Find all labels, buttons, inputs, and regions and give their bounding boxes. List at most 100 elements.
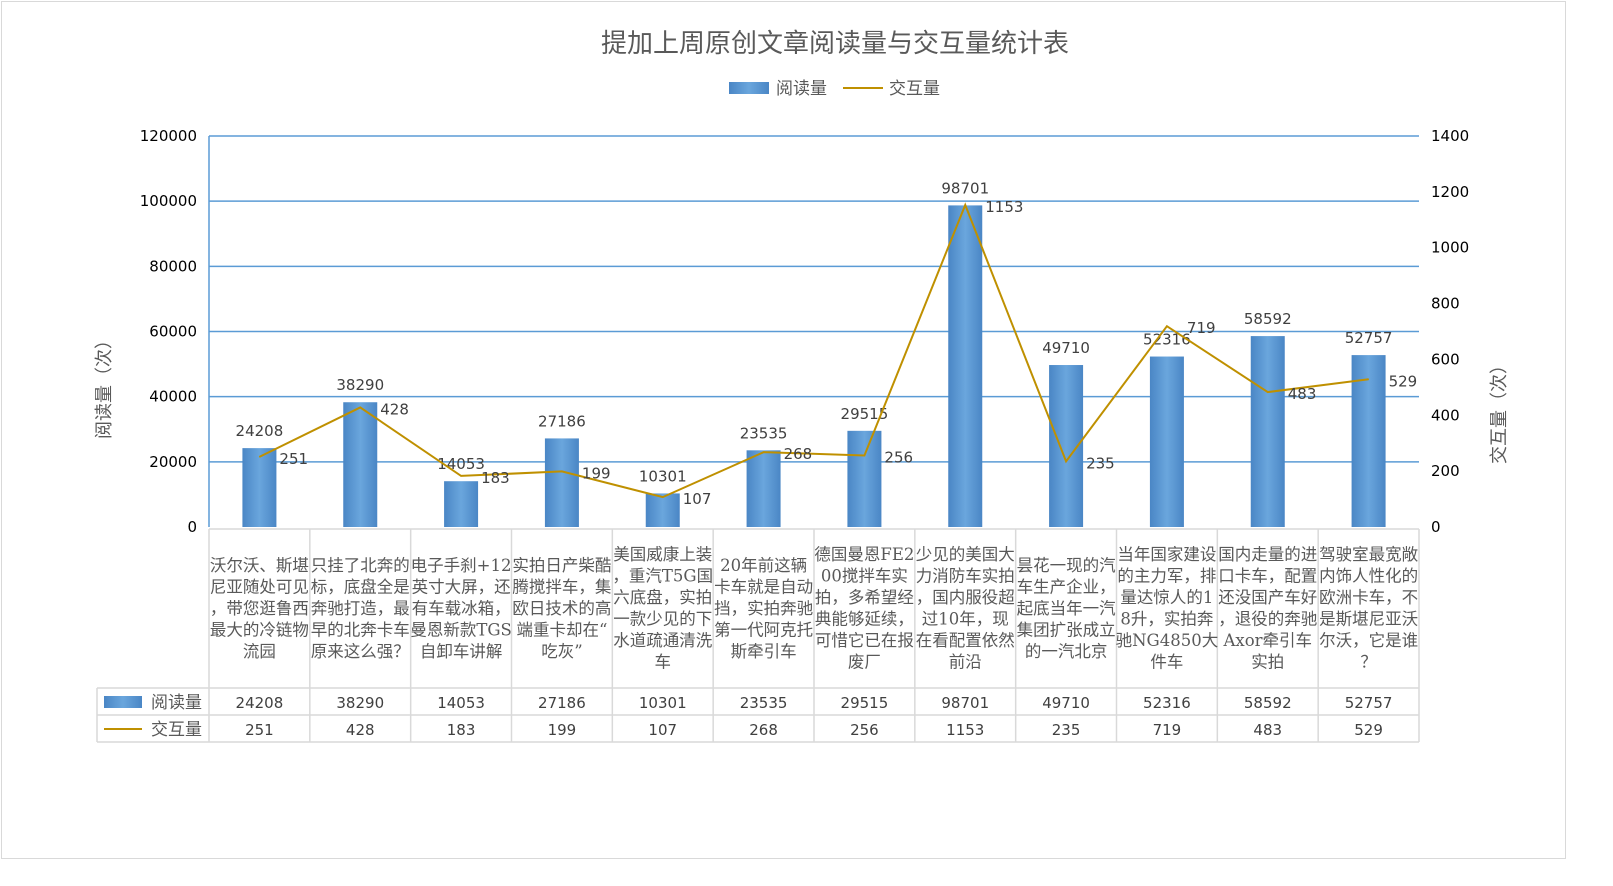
bar-data-label: 23535: [740, 424, 788, 442]
table-cell-interactions: 719: [1153, 721, 1182, 739]
legend-label-interactions: 交互量: [889, 79, 940, 99]
table-cell-interactions: 183: [447, 721, 476, 739]
bar: [1351, 355, 1386, 527]
y2-tick-label: 0: [1431, 518, 1441, 536]
line-point: [1267, 391, 1269, 393]
y-tick-label: 0: [187, 518, 197, 536]
table-cell-reads: 29515: [841, 694, 889, 712]
table-cell-interactions: 235: [1052, 721, 1081, 739]
table-cell-interactions: 268: [749, 721, 778, 739]
bar-data-label: 38290: [336, 376, 384, 394]
line-point: [359, 406, 361, 408]
table-cell-reads: 27186: [538, 694, 586, 712]
bar-data-label: 29515: [841, 405, 889, 423]
category-label: 当年国家建设的主力军，排量达惊人的1 8升，实拍奔驰NG4850大件车: [1116, 545, 1219, 672]
line-data-label: 256: [884, 449, 913, 467]
bar-data-label: 58592: [1244, 310, 1292, 328]
bar-data-label: 98701: [941, 179, 989, 197]
line-data-label: 107: [683, 490, 712, 508]
legend-bar-swatch: [729, 82, 769, 94]
bar: [746, 450, 781, 527]
table-cell-reads: 24208: [236, 694, 284, 712]
category-label: 昙花一现的汽车生产企业，起底当年一汽集团扩张成立的一汽北京: [1017, 556, 1116, 661]
line-data-label: 251: [279, 450, 308, 468]
bar-data-label: 27186: [538, 412, 586, 430]
series-line: [258, 202, 1369, 499]
table-row-header-interactions: 交互量: [151, 720, 202, 740]
bar: [544, 438, 579, 527]
line-data-label: 1153: [985, 198, 1023, 216]
table-cell-interactions: 199: [548, 721, 577, 739]
category-label: 电子手刹+12 英寸大屏，还有车载冰箱，曼恩新款TGS 自卸车讲解: [410, 556, 512, 661]
category-label: 德国曼恩FE2 00搅拌车实拍，多希望经典能够延续，可惜它已在报废厂: [814, 545, 914, 672]
line-point: [1065, 460, 1067, 462]
bar-data-label: 10301: [639, 467, 687, 485]
y2-axis-title: 交互量（次）: [1489, 356, 1510, 464]
table-cell-interactions: 529: [1354, 721, 1383, 739]
y-tick-label: 100000: [140, 192, 197, 210]
bar-data-label: 52316: [1143, 331, 1191, 349]
line-point: [763, 451, 765, 453]
bar: [1250, 336, 1285, 527]
y2-tick-label: 200: [1431, 462, 1460, 480]
bar: [343, 402, 378, 527]
table-cell-interactions: 428: [346, 721, 375, 739]
y-axis-title: 阅读量（次）: [94, 331, 115, 439]
table-cell-reads: 38290: [336, 694, 384, 712]
table-cell-reads: 98701: [941, 694, 989, 712]
y2-tick-label: 800: [1431, 295, 1460, 313]
bar-data-label: 24208: [236, 422, 284, 440]
table-cell-interactions: 1153: [946, 721, 984, 739]
y-tick-label: 20000: [149, 453, 197, 471]
chart-frame: [1, 1, 1566, 859]
y2-tick-label: 400: [1431, 406, 1460, 424]
line-data-label: 483: [1288, 385, 1317, 403]
line-point: [1368, 378, 1370, 380]
bar: [1149, 356, 1184, 527]
category-label: 实拍日产柴酷腾搅拌车，集欧日技术的高端重卡却在“吃灰”: [512, 556, 611, 661]
line-point: [964, 204, 966, 206]
y2-tick-label: 600: [1431, 350, 1460, 368]
table-cell-interactions: 483: [1253, 721, 1282, 739]
category-label: 少见的美国大力消防车实拍，国内服役超过10年，现在看配置依然前沿: [916, 545, 1015, 672]
chart-title: 提加上周原创文章阅读量与交互量统计表: [601, 29, 1069, 59]
category-label: 只挂了北奔的标，底盘全是奔驰打造，最早的北奔卡车原来这么强？: [311, 556, 410, 661]
category-label: 20年前这辆卡车就是自动挡，实拍奔驰第一代阿克托斯牵引车: [714, 556, 813, 661]
line-point: [258, 456, 260, 458]
line-point: [561, 470, 563, 472]
table-cell-reads: 52316: [1143, 694, 1191, 712]
line-point: [1166, 325, 1168, 327]
line-data-label: 235: [1086, 454, 1115, 472]
bar-data-label: 49710: [1042, 339, 1090, 357]
category-label: 美国威康上装，重汽T5G国六底盘，实拍一款少见的下水道疏通清洗车: [612, 545, 713, 672]
table-cell-reads: 49710: [1042, 694, 1090, 712]
bar: [948, 205, 983, 528]
y-tick-label: 60000: [149, 323, 197, 341]
line-point: [662, 496, 664, 498]
table-cell-interactions: 251: [245, 721, 274, 739]
line-data-label: 268: [784, 445, 813, 463]
line-point: [460, 475, 462, 477]
line-data-label: 199: [582, 464, 611, 482]
y-tick-label: 40000: [149, 388, 197, 406]
table-legend-bar-swatch: [104, 696, 142, 708]
legend: 阅读量 交互量: [729, 79, 940, 99]
table-cell-reads: 10301: [639, 694, 687, 712]
line-data-label: 719: [1187, 319, 1216, 337]
bar-data-label: 52757: [1345, 329, 1393, 347]
legend-label-reads: 阅读量: [776, 79, 827, 99]
y2-tick-label: 1400: [1431, 127, 1469, 145]
line-data-label: 529: [1389, 372, 1418, 390]
y2-tick-label: 1000: [1431, 239, 1469, 257]
y-tick-label: 120000: [140, 127, 197, 145]
y-tick-label: 80000: [149, 257, 197, 275]
table-cell-reads: 58592: [1244, 694, 1292, 712]
line-data-label: 428: [380, 400, 409, 418]
line-data-label: 183: [481, 469, 510, 487]
category-label: 沃尔沃、斯堪尼亚随处可见，带您逛鲁西最大的冷链物流园: [210, 556, 309, 661]
bar: [847, 430, 882, 527]
table-row-header-reads: 阅读量: [151, 693, 202, 713]
bar: [242, 448, 277, 527]
table-cell-reads: 52757: [1345, 694, 1393, 712]
